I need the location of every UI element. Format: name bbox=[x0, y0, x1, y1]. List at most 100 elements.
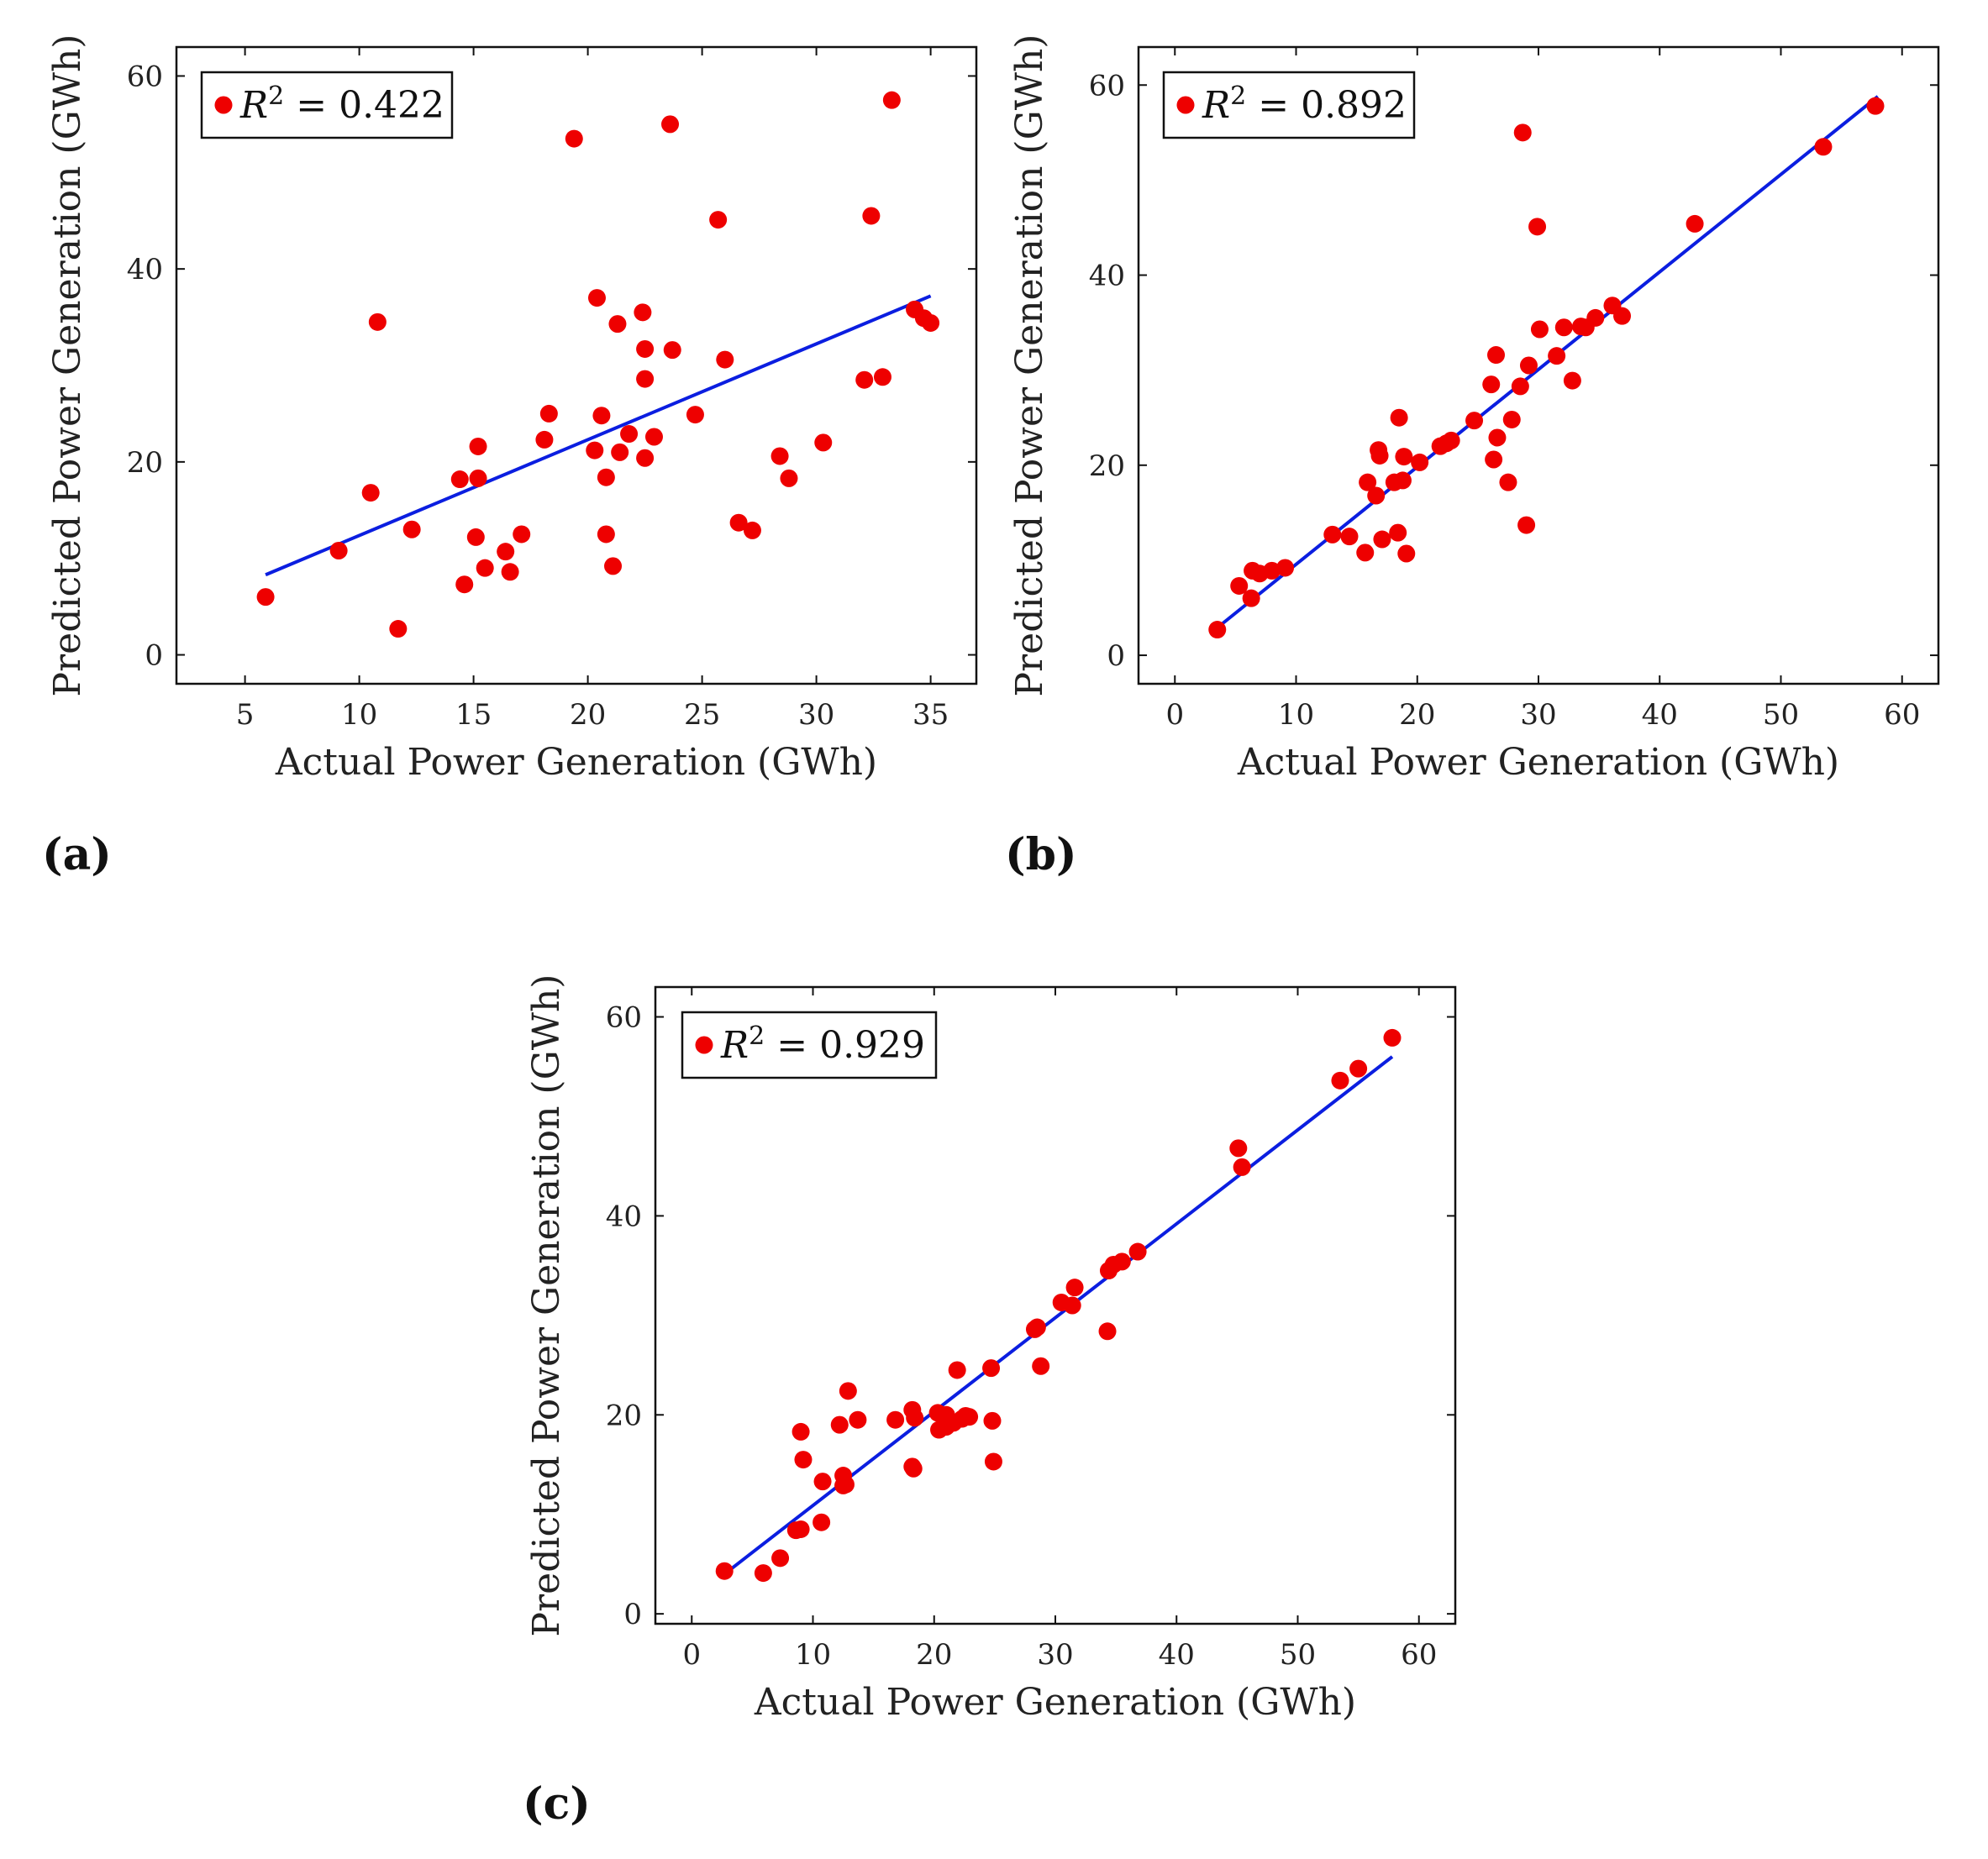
data-point bbox=[402, 520, 421, 538]
data-point bbox=[469, 469, 487, 487]
chart-panel-a: 5 10 15 20 25 30 35 0 20 40 60 Actual Power Generat… bbox=[42, 34, 978, 880]
x-tick-label: 10 bbox=[795, 1638, 831, 1672]
data-point bbox=[886, 1410, 905, 1429]
data-point bbox=[1530, 320, 1549, 339]
data-point bbox=[501, 563, 519, 581]
y-tick-label: 0 bbox=[145, 639, 163, 673]
chart-panel-c: 0 10 20 30 40 50 60 0 20 40 60 Actual Power Generat… bbox=[523, 974, 1457, 1830]
data-point bbox=[1032, 1357, 1050, 1375]
data-point bbox=[565, 129, 583, 148]
data-point bbox=[1686, 214, 1704, 233]
x-tick-label: 60 bbox=[1401, 1638, 1437, 1672]
data-point bbox=[882, 91, 901, 109]
legend-marker bbox=[695, 1036, 713, 1054]
y-tick-label: 20 bbox=[127, 446, 163, 480]
data-point bbox=[770, 447, 789, 465]
legend: R2 = 0.422 bbox=[200, 71, 454, 139]
data-point bbox=[1517, 516, 1536, 534]
data-point bbox=[592, 407, 611, 425]
data-point bbox=[1485, 450, 1503, 469]
data-point bbox=[1383, 1028, 1402, 1047]
y-tick-label: 60 bbox=[606, 1001, 642, 1035]
data-point bbox=[1367, 486, 1386, 505]
data-point bbox=[855, 370, 874, 389]
data-point bbox=[1866, 97, 1885, 115]
x-tick-label: 20 bbox=[916, 1638, 952, 1672]
data-point bbox=[813, 1473, 832, 1491]
x-tick-label: 10 bbox=[1278, 698, 1314, 732]
data-point bbox=[1548, 347, 1566, 365]
x-tick-label: 20 bbox=[570, 698, 606, 732]
legend-marker bbox=[1176, 96, 1195, 114]
legend-label: R2 = 0.422 bbox=[239, 81, 444, 127]
data-point bbox=[1230, 576, 1249, 595]
data-point bbox=[1263, 561, 1281, 580]
data-point bbox=[743, 521, 761, 539]
x-tick-label: 30 bbox=[1520, 698, 1556, 732]
data-point bbox=[1397, 544, 1416, 563]
data-point bbox=[1488, 428, 1507, 447]
data-point bbox=[1323, 525, 1342, 544]
data-point bbox=[1370, 446, 1389, 465]
panel-label: (a) bbox=[42, 829, 112, 880]
x-axis-label: Actual Power Generation (GWh) bbox=[275, 741, 877, 784]
data-point bbox=[715, 1562, 734, 1580]
x-tick-label: 50 bbox=[1763, 698, 1799, 732]
data-point bbox=[636, 449, 655, 467]
data-point bbox=[1065, 1279, 1084, 1297]
data-point bbox=[1519, 356, 1538, 375]
data-point bbox=[539, 404, 558, 423]
x-tick-label: 0 bbox=[1165, 698, 1184, 732]
data-point bbox=[1242, 589, 1260, 607]
x-tick-label: 50 bbox=[1280, 1638, 1316, 1672]
legend-marker bbox=[214, 96, 233, 114]
data-point bbox=[948, 1361, 966, 1379]
data-point bbox=[513, 525, 531, 544]
data-point bbox=[1513, 123, 1532, 142]
data-point bbox=[450, 470, 469, 489]
y-axis-label: Predicted Power Generation (GWh) bbox=[1008, 34, 1051, 697]
data-point bbox=[329, 542, 348, 560]
x-axis-label: Actual Power Generation (GWh) bbox=[754, 1681, 1356, 1724]
fit-line bbox=[265, 294, 932, 577]
data-point bbox=[1389, 523, 1407, 542]
x-tick-label: 5 bbox=[236, 698, 255, 732]
data-point bbox=[1528, 218, 1547, 236]
data-point bbox=[497, 543, 515, 561]
data-point bbox=[686, 406, 704, 424]
data-point bbox=[1208, 621, 1227, 639]
data-point bbox=[1586, 308, 1605, 327]
data-point bbox=[960, 1408, 979, 1426]
data-point bbox=[1340, 528, 1359, 546]
legend: R2 = 0.929 bbox=[681, 1011, 938, 1079]
data-point bbox=[984, 1452, 1002, 1471]
data-point bbox=[368, 312, 387, 331]
data-point bbox=[1554, 318, 1573, 337]
data-point bbox=[1465, 412, 1484, 430]
legend: R2 = 0.892 bbox=[1162, 71, 1416, 139]
data-point bbox=[1390, 408, 1408, 427]
data-point bbox=[1112, 1252, 1131, 1271]
data-point bbox=[1331, 1071, 1349, 1090]
x-tick-label: 20 bbox=[1399, 698, 1435, 732]
data-point bbox=[813, 1513, 831, 1531]
data-point bbox=[830, 1415, 849, 1434]
y-tick-label: 20 bbox=[1089, 449, 1125, 483]
data-point bbox=[729, 513, 748, 532]
data-point bbox=[466, 528, 485, 546]
data-point bbox=[455, 575, 474, 594]
legend-label: R2 = 0.929 bbox=[720, 1021, 925, 1067]
data-point bbox=[389, 620, 408, 638]
data-point bbox=[1613, 307, 1632, 325]
data-point bbox=[1499, 473, 1517, 491]
data-point bbox=[587, 289, 606, 307]
data-point bbox=[1393, 471, 1412, 490]
x-axis-label: Actual Power Generation (GWh) bbox=[1237, 741, 1839, 784]
data-point bbox=[906, 1409, 924, 1427]
data-point bbox=[1411, 453, 1429, 471]
data-point bbox=[792, 1520, 810, 1538]
data-point bbox=[1511, 377, 1529, 396]
data-point bbox=[361, 484, 380, 502]
data-point bbox=[1359, 473, 1377, 491]
x-tick-label: 30 bbox=[798, 698, 834, 732]
